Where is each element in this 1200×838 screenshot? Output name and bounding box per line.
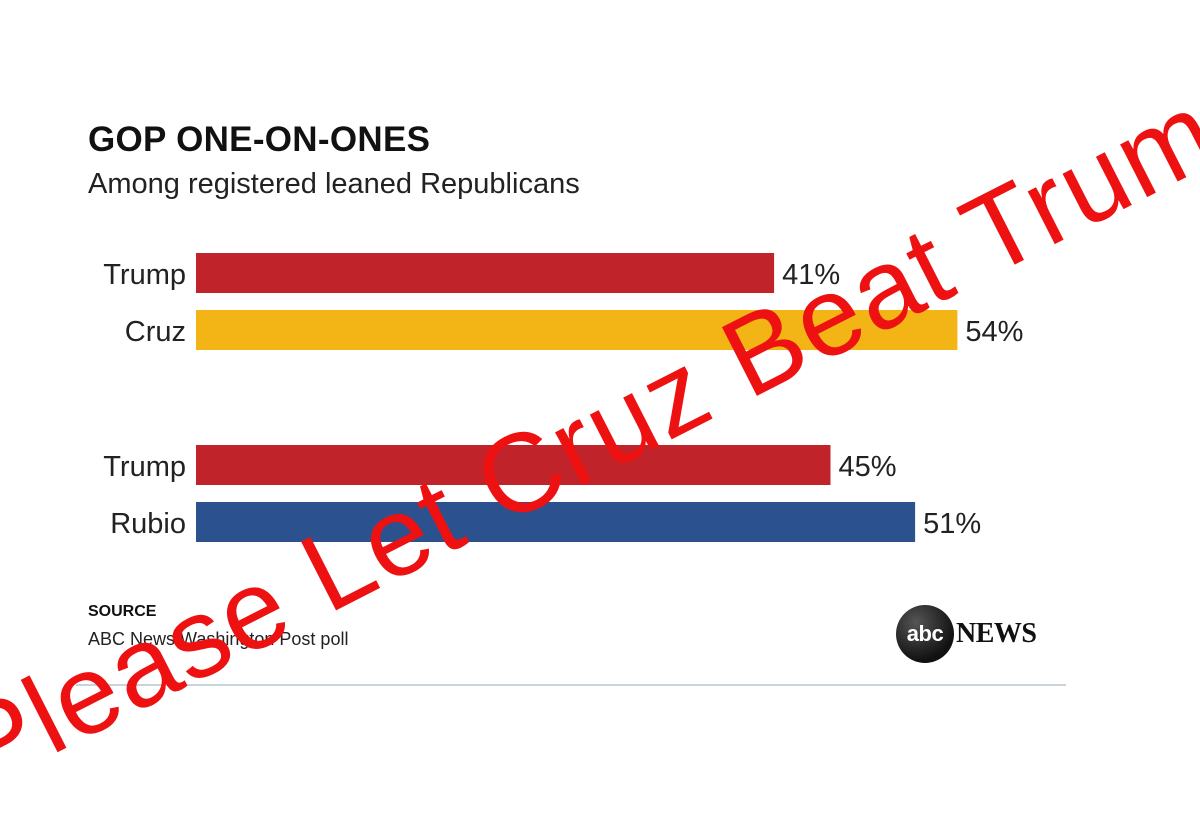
bar-value-label: 51%	[923, 508, 981, 540]
bar	[196, 445, 831, 485]
source-label: SOURCE	[88, 603, 157, 620]
abc-logo-word: NEWS	[956, 618, 1037, 649]
bar	[196, 253, 775, 293]
bar-label: Cruz	[125, 316, 186, 348]
chart-title: GOP ONE-ON-ONES	[88, 120, 431, 159]
bar	[196, 310, 958, 350]
bar-label: Rubio	[110, 508, 186, 540]
bar	[196, 502, 916, 542]
divider	[76, 684, 1066, 686]
bar-label: Trump	[103, 451, 186, 483]
source-text: ABC News/Washington Post poll	[88, 629, 349, 649]
bar-value-label: 54%	[965, 316, 1023, 348]
chart-subtitle: Among registered leaned Republicans	[88, 168, 580, 200]
bar-value-label: 45%	[839, 451, 897, 483]
abc-logo-mark: abc	[896, 605, 954, 663]
bar-label: Trump	[103, 259, 186, 291]
bar-value-label: 41%	[782, 259, 840, 291]
abc-news-logo: abc NEWS	[896, 605, 1037, 663]
